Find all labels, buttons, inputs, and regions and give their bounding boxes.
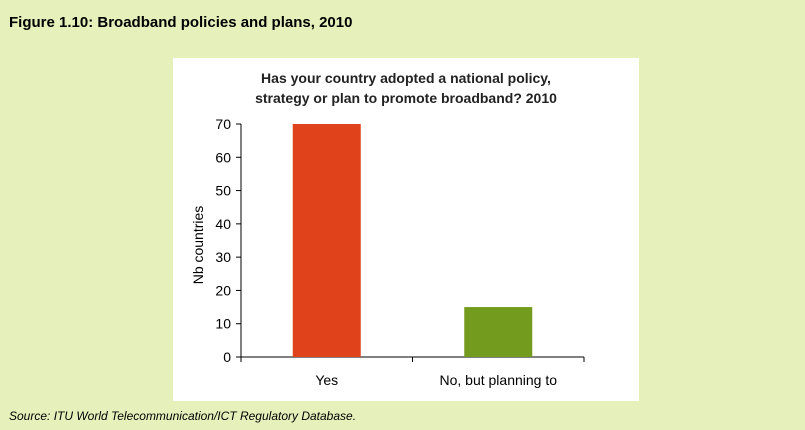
y-tick-label: 20 (215, 282, 231, 298)
x-tick-label: Yes (315, 372, 338, 388)
bar-chart: Has your country adopted a national poli… (190, 70, 585, 388)
source-note: Source: ITU World Telecommunication/ICT … (9, 409, 357, 423)
bar-no-but-planning (464, 307, 533, 357)
y-tick-label: 60 (215, 149, 231, 165)
x-tick-label: No, but planning to (439, 372, 557, 388)
y-axis-label: Nb countries (190, 206, 206, 285)
bar-yes (292, 124, 361, 357)
y-tick-label: 30 (215, 249, 231, 265)
chart-title-line-2: strategy or plan to promote broadband? 2… (255, 90, 557, 106)
y-tick-label: 10 (215, 316, 231, 332)
y-tick-label: 50 (215, 183, 231, 199)
y-tick-label: 40 (215, 216, 231, 232)
figure-title: Figure 1.10: Broadband policies and plan… (9, 14, 353, 31)
y-tick-label: 70 (215, 116, 231, 132)
y-tick-label: 0 (223, 349, 231, 365)
plot-area: 0 10 20 30 40 50 60 70 Yes No, but planning to (215, 116, 585, 388)
chart-panel: Has your country adopted a national poli… (173, 58, 639, 401)
chart-title-line-1: Has your country adopted a national poli… (261, 70, 551, 86)
